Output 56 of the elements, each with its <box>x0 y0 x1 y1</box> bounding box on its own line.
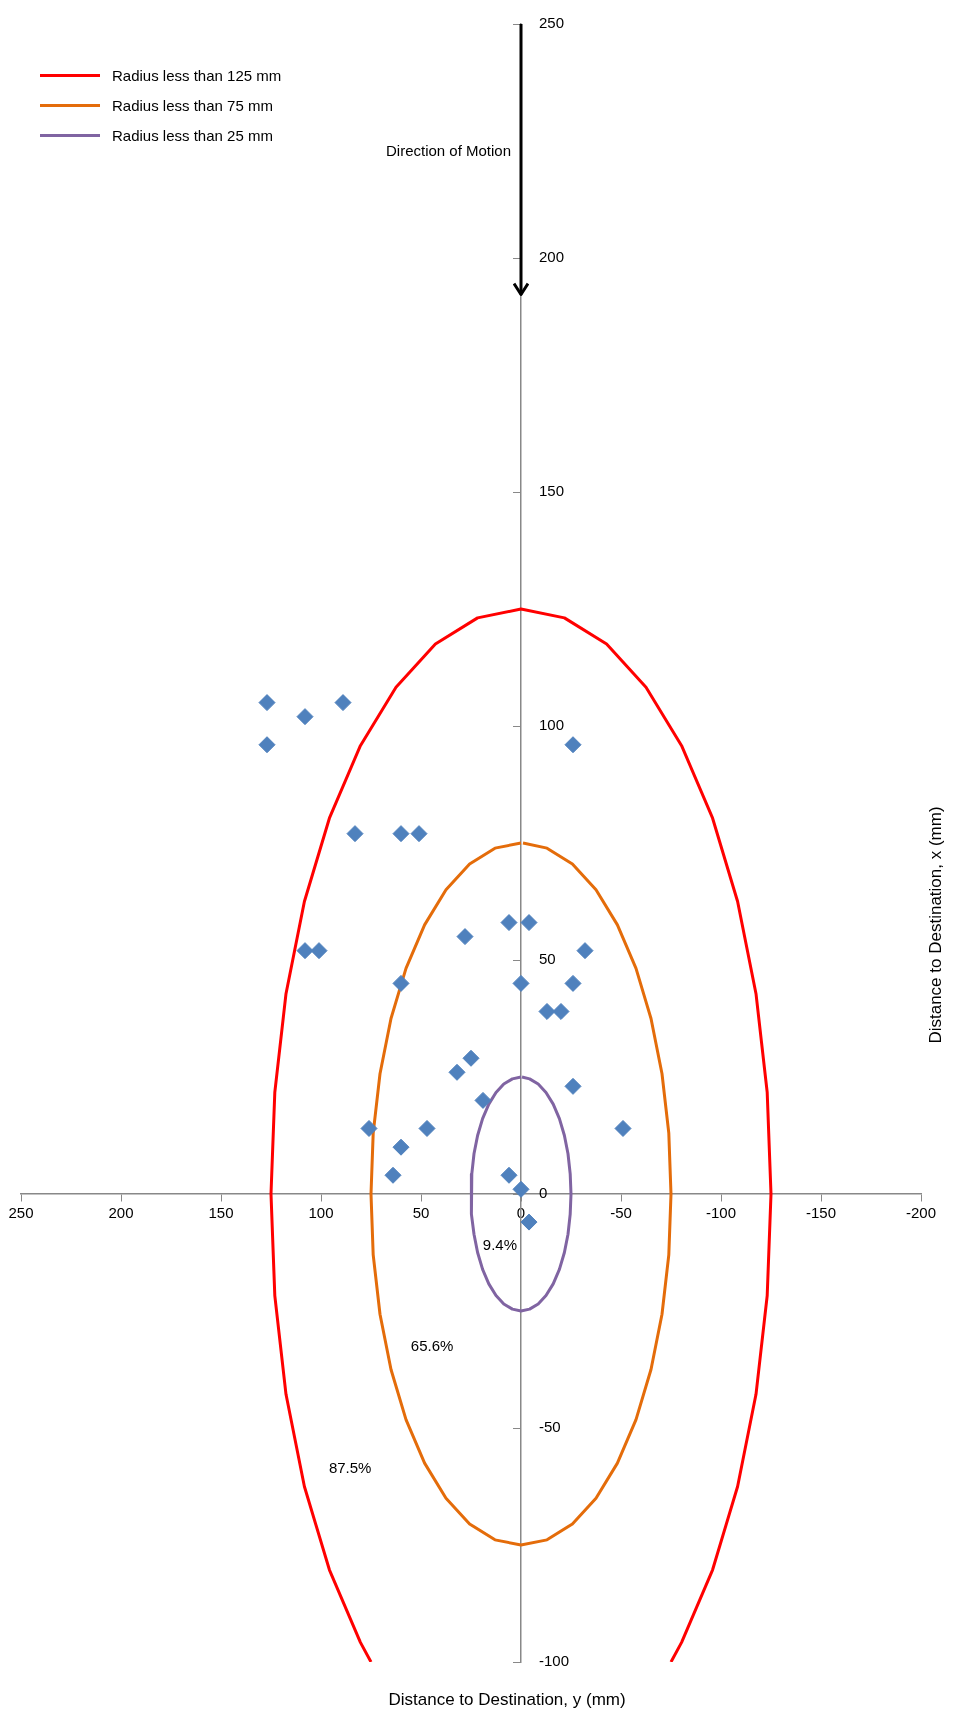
y-tick-label: 100 <box>539 716 565 734</box>
y-tick-label: -50 <box>539 1418 561 1436</box>
point <box>392 974 410 992</box>
point <box>538 1002 556 1020</box>
y-tick-label: 0 <box>539 1184 548 1202</box>
point <box>564 736 582 754</box>
point <box>564 974 582 992</box>
legend-label: Radius less than 125 mm <box>112 66 282 84</box>
y-tick-label: 50 <box>539 950 556 968</box>
x-axis-title: Distance to Destination, y (mm) <box>388 1690 626 1710</box>
point <box>520 914 538 932</box>
y-tick-label: 250 <box>539 14 565 32</box>
point <box>576 942 594 960</box>
point <box>564 1077 582 1095</box>
point <box>360 1119 378 1137</box>
legend-label: Radius less than 75 mm <box>112 96 273 114</box>
point <box>512 974 530 992</box>
point <box>346 825 364 843</box>
point <box>500 914 518 932</box>
point <box>448 1063 466 1081</box>
annotation: 9.4% <box>482 1235 517 1253</box>
x-tick-label: -50 <box>610 1204 632 1222</box>
x-tick-label: 150 <box>208 1204 234 1222</box>
y-tick-label: 200 <box>539 248 565 266</box>
x-tick-label: -100 <box>705 1204 737 1222</box>
point <box>258 694 276 712</box>
x-tick-label: -150 <box>805 1204 837 1222</box>
point <box>512 1180 530 1198</box>
point <box>614 1119 632 1137</box>
point <box>410 825 428 843</box>
x-tick-label: 100 <box>308 1204 334 1222</box>
annotation: 65.6% <box>410 1337 454 1355</box>
point <box>418 1119 436 1137</box>
point <box>456 928 474 946</box>
x-tick-label: 200 <box>108 1204 134 1222</box>
point <box>296 942 314 960</box>
point <box>258 736 276 754</box>
x-tick-label: 50 <box>412 1204 430 1222</box>
point <box>474 1091 492 1109</box>
point <box>384 1166 402 1184</box>
annotation: 87.5% <box>328 1458 372 1476</box>
point <box>462 1049 480 1067</box>
annotation: Direction of Motion <box>386 141 512 159</box>
x-tick-label: -200 <box>905 1204 937 1222</box>
y-tick-label: 150 <box>539 482 565 500</box>
point <box>334 694 352 712</box>
point <box>500 1166 518 1184</box>
point <box>392 825 410 843</box>
point <box>296 708 314 726</box>
point <box>552 1002 570 1020</box>
x-tick-label: 250 <box>8 1204 34 1222</box>
y-tick-label: -100 <box>539 1652 570 1670</box>
y-axis-title: Distance to Destination, x (mm) <box>925 806 946 1044</box>
legend-label: Radius less than 25 mm <box>112 126 273 144</box>
point <box>392 1138 410 1156</box>
point <box>310 942 328 960</box>
